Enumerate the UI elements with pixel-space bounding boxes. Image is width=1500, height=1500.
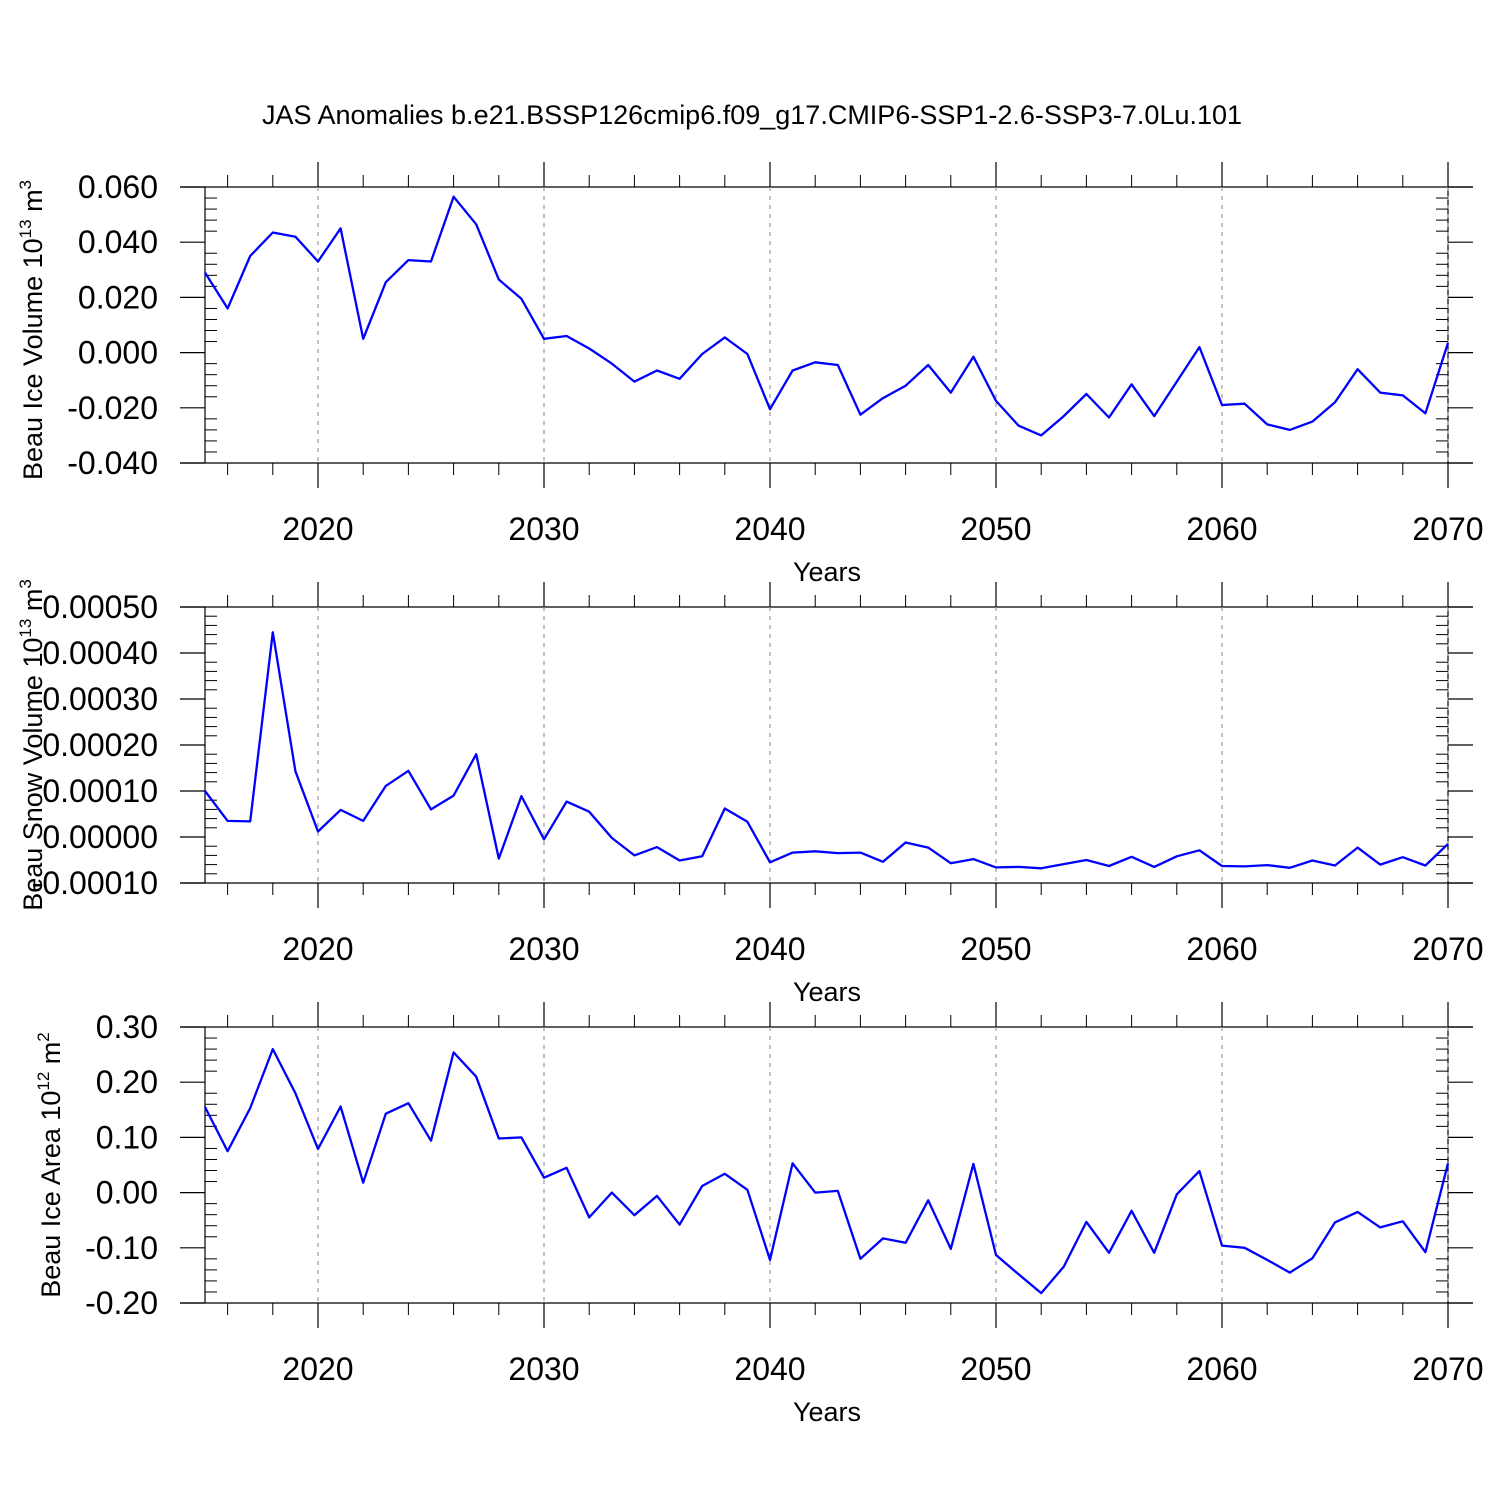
y-axis-label: Beau Snow Volume 1013 m3 <box>16 579 48 911</box>
y-tick-label: 0.00010 <box>42 773 158 809</box>
y-tick-label: 0.00050 <box>42 589 158 625</box>
y-tick-label: 0.00 <box>96 1175 158 1211</box>
x-tick-label: 2070 <box>1412 931 1483 967</box>
x-axis-label: Years <box>793 1397 861 1427</box>
y-tick-label: 0.020 <box>78 279 158 315</box>
x-tick-label: 2020 <box>282 511 353 547</box>
y-tick-label: -0.20 <box>85 1285 158 1321</box>
y-tick-label: 0.10 <box>96 1119 158 1155</box>
panel-2: 2020 2030 2040 2050 2060 2070 Years 0.00050 0.00… <box>16 579 1484 1007</box>
y-tick-label: 0.000 <box>78 335 158 371</box>
y-tick-label: 0.060 <box>78 169 158 205</box>
panel-1: 2020 2030 2040 2050 2060 2070 Years 0.060 0.040 0… <box>16 162 1484 587</box>
x-tick-label: 2030 <box>508 931 579 967</box>
x-tick-label: 2060 <box>1186 511 1257 547</box>
x-tick-label: 2020 <box>282 931 353 967</box>
x-tick-label: 2050 <box>960 511 1031 547</box>
y-tick-label: 0.00000 <box>42 819 158 855</box>
y-tick-label: 0.040 <box>78 224 158 260</box>
y-tick-label: 0.00030 <box>42 681 158 717</box>
x-tick-label: 2040 <box>734 511 805 547</box>
x-tick-label: 2070 <box>1412 1351 1483 1387</box>
y-tick-label: -0.10 <box>85 1230 158 1266</box>
y-tick-label: -0.020 <box>67 390 158 426</box>
x-tick-label: 2060 <box>1186 931 1257 967</box>
x-tick-label: 2050 <box>960 1351 1031 1387</box>
x-tick-label: 2040 <box>734 931 805 967</box>
x-tick-label: 2020 <box>282 1351 353 1387</box>
y-tick-label: 0.00040 <box>42 635 158 671</box>
x-tick-label: 2070 <box>1412 511 1483 547</box>
y-tick-label: -0.040 <box>67 445 158 481</box>
x-axis-label: Years <box>793 977 861 1007</box>
series-line <box>204 195 1450 437</box>
x-tick-label: 2030 <box>508 1351 579 1387</box>
y-tick-label: 0.00020 <box>42 727 158 763</box>
y-tick-label: 0.30 <box>96 1009 158 1045</box>
x-tick-label: 2040 <box>734 1351 805 1387</box>
x-tick-label: 2060 <box>1186 1351 1257 1387</box>
x-axis-label: Years <box>793 557 861 587</box>
x-tick-label: 2030 <box>508 511 579 547</box>
chart-title: JAS Anomalies b.e21.BSSP126cmip6.f09_g17… <box>262 100 1242 130</box>
x-tick-label: 2050 <box>960 931 1031 967</box>
panels: 2020 2030 2040 2050 2060 2070 Years 0.060 0.040 0… <box>16 162 1484 1427</box>
y-axis-label: Beau Ice Area 1012 m2 <box>34 1032 66 1298</box>
y-axis-label: Beau Ice Volume 1013 m3 <box>16 180 48 480</box>
y-tick-label: -0.00010 <box>32 865 158 901</box>
y-tick-label: 0.20 <box>96 1064 158 1100</box>
series-line <box>203 1047 1450 1295</box>
panel-3: 2020 2030 2040 2050 2060 2070 Years 0.30 0.20 0.1… <box>34 1002 1484 1427</box>
series-line <box>204 631 1449 870</box>
